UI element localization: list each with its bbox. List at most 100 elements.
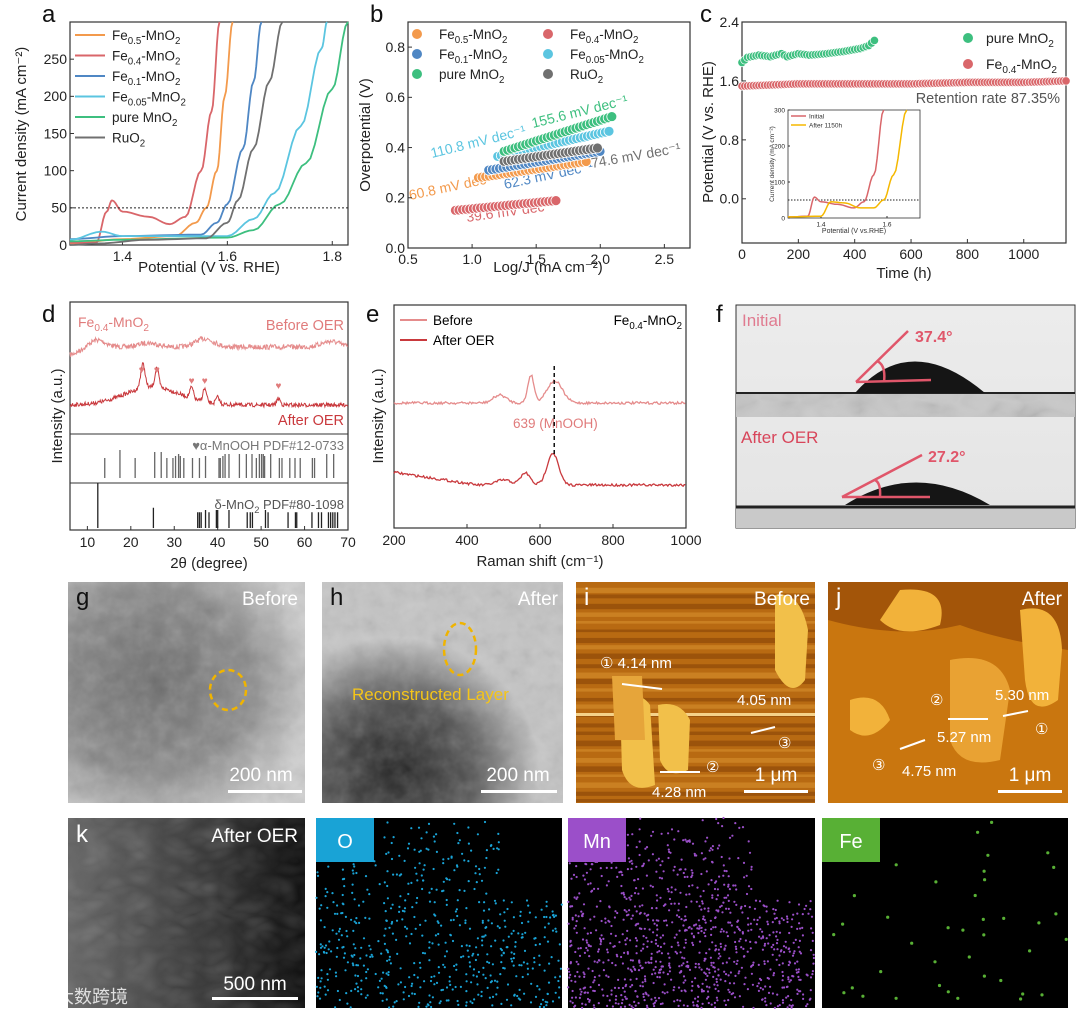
eds-signal-dot [483,820,487,824]
eds-signal-dot [626,833,630,836]
eds-signal-dot [778,922,781,925]
eds-signal-dot [456,999,459,1003]
eds-signal-dot [1021,992,1025,996]
eds-map-fe: Fe [822,818,1068,1008]
eds-signal-dot [410,984,413,988]
eds-signal-dot [620,892,623,895]
substrate-after [736,507,1075,528]
eds-signal-dot [667,856,670,860]
eds-signal-dot [465,980,468,983]
eds-signal-dot [639,817,642,820]
eds-signal-dot [758,916,761,919]
eds-signal-dot [679,999,682,1002]
eds-signal-dot [647,994,650,997]
eds-signal-dot [746,988,750,991]
eds-signal-dot [634,937,638,940]
eds-signal-dot [626,844,630,847]
panel-letter-a: a [42,1,56,28]
eds-signal-dot [496,980,499,983]
eds-signal-dot [343,885,346,888]
eds-signal-dot [631,862,634,865]
peak-heart-marker: ♥ [202,376,208,387]
h-caption: Reconstructed Layer [352,685,509,704]
eds-signal-dot [789,979,793,982]
eds-signal-dot [744,904,747,908]
eds-signal-dot [341,893,344,897]
eds-signal-dot [604,921,607,924]
eds-signal-dot [495,871,498,875]
i-marker-3: ③ [778,735,791,752]
eds-signal-dot [679,951,682,954]
eds-signal-dot [320,904,323,907]
eds-signal-dot [644,991,647,994]
eds-signal-dot [714,944,717,947]
eds-signal-dot [438,1002,441,1005]
eds-signal-dot [628,860,631,863]
eds-signal-dot [529,1001,533,1004]
eds-signal-dot [690,900,693,903]
eds-signal-dot [408,976,411,979]
eds-signal-dot [353,865,356,868]
eds-signal-dot [803,907,806,911]
eds-signal-dot [527,920,530,923]
eds-signal-dot [533,956,536,960]
eds-signal-dot [342,956,346,959]
tem-before-panel: g Before 200 nm [68,582,305,803]
eds-signal-dot [451,939,455,943]
k-scale-bar [212,997,298,1000]
eds-signal-dot [355,964,358,967]
eds-signal-dot [595,929,598,932]
eds-signal-dot [523,949,527,953]
eds-signal-dot [715,980,718,984]
eds-signal-dot [708,948,711,951]
eds-signal-dot [430,975,433,979]
eds-signal-dot [533,961,536,964]
eds-signal-dot [614,998,618,1001]
eds-signal-dot [735,951,738,954]
eds-signal-dot [692,943,695,947]
eds-signal-dot [510,960,514,963]
eds-signal-dot [656,928,659,931]
eds-signal-dot [700,1006,703,1009]
eds-signal-dot [491,1004,494,1007]
d-ref2-label: δ-MnO2 PDF#80-1098 [214,497,344,515]
eds-signal-dot [709,847,713,850]
eds-signal-dot [490,945,493,948]
eds-signal-dot [852,894,857,898]
eds-signal-dot [745,874,748,877]
eds-signal-dot [999,978,1003,983]
eds-signal-dot [589,918,592,921]
eds-signal-dot [470,981,473,984]
eds-signal-dot [691,941,694,945]
eds-signal-dot [369,955,372,959]
eds-signal-dot [484,934,487,937]
eds-signal-dot [330,950,333,953]
eds-signal-dot [342,903,345,906]
eds-signal-dot [491,995,495,999]
eds-signal-dot [352,872,355,875]
x-tick-label: 200 [787,246,811,262]
eds-signal-dot [607,880,610,883]
eds-signal-dot [435,833,438,836]
eds-signal-dot [781,999,785,1002]
eds-signal-dot [548,962,551,965]
eds-signal-dot [643,912,646,915]
eds-signal-dot [784,940,787,943]
eds-signal-dot [727,999,730,1002]
eds-signal-dot [791,918,794,921]
eds-signal-dot [635,887,638,890]
eds-signal-dot [458,839,461,842]
eds-signal-dot [560,903,563,906]
eds-signal-dot [738,826,741,830]
eds-signal-dot [701,819,704,822]
eds-signal-dot [628,909,631,912]
eds-signal-dot [450,856,453,859]
eds-signal-dot [1002,916,1006,921]
eds-signal-dot [569,1000,572,1003]
eds-signal-dot [380,977,383,980]
legend-label: pure MnO2 [112,110,177,129]
eds-signal-dot [714,970,717,973]
eds-signal-dot [574,980,577,983]
eds-signal-dot [445,903,448,907]
eds-signal-dot [684,941,687,944]
